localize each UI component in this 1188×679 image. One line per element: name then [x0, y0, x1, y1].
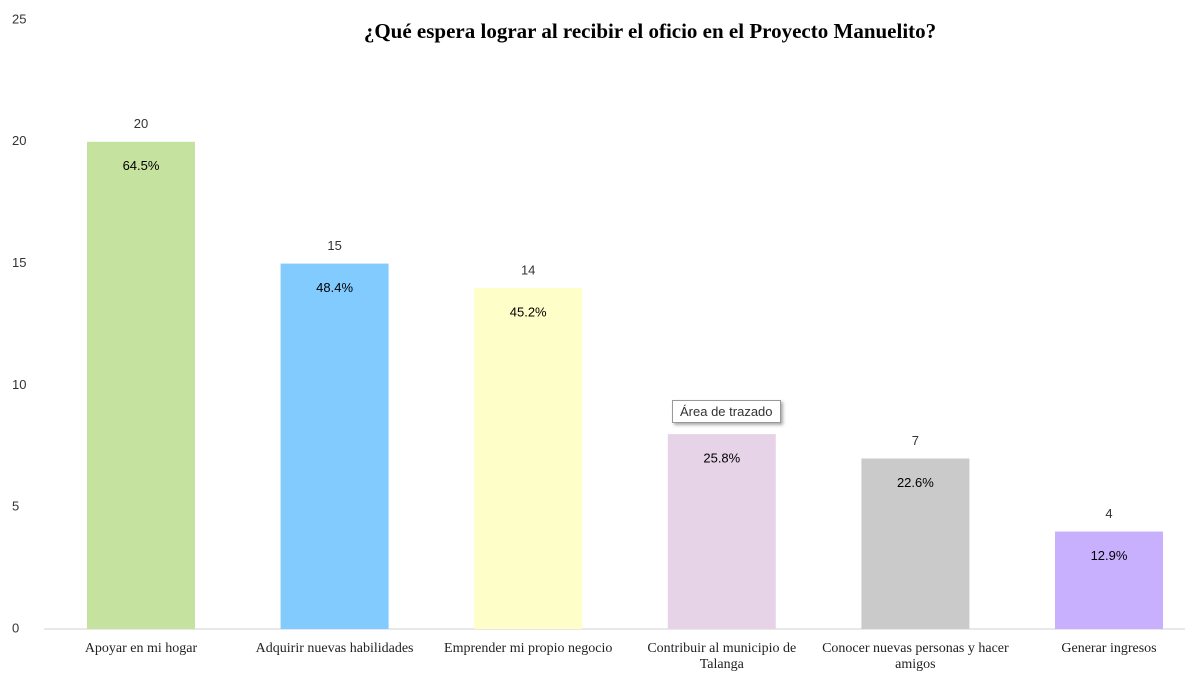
value-label: 7 — [912, 433, 919, 448]
bar — [667, 434, 776, 629]
y-tick-label: 0 — [12, 620, 19, 635]
x-tick-label: Adquirir nuevas habilidades — [255, 641, 414, 656]
y-tick-label: 5 — [12, 499, 19, 514]
value-label: 4 — [1105, 506, 1112, 521]
bar — [861, 458, 970, 629]
y-tick-label: 15 — [12, 255, 26, 270]
y-tick-label: 25 — [12, 11, 26, 26]
y-tick-label: 10 — [12, 377, 26, 392]
tooltip: Área de trazado — [672, 400, 781, 423]
bar — [1055, 531, 1163, 629]
percent-label: 22.6% — [897, 475, 934, 490]
bar — [474, 287, 583, 629]
x-tick-label: Conocer nuevas personas y hacer amigos — [822, 641, 1009, 672]
value-label: 15 — [327, 238, 341, 253]
percent-label: 12.9% — [1091, 548, 1128, 563]
x-tick-label: Contribuir al municipio de Talanga — [647, 641, 797, 672]
y-tick-label: 20 — [12, 133, 26, 148]
chart-title: ¿Qué espera lograr al recibir el oficio … — [364, 19, 936, 43]
x-tick-label: Emprender mi propio negocio — [444, 641, 613, 656]
bar — [280, 263, 389, 629]
value-label: 14 — [521, 262, 535, 277]
value-label: 20 — [134, 116, 148, 131]
x-tick-label: Generar ingresos — [1061, 641, 1157, 656]
percent-label: 64.5% — [123, 158, 160, 173]
bar — [87, 141, 195, 630]
percent-label: 25.8% — [703, 451, 740, 466]
x-tick-label: Apoyar en mi hogar — [84, 641, 198, 656]
percent-label: 45.2% — [510, 304, 547, 319]
percent-label: 48.4% — [316, 280, 353, 295]
